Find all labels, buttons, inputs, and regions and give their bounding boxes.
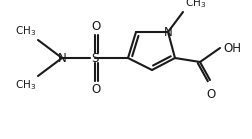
Text: CH$_3$: CH$_3$: [185, 0, 206, 10]
Text: N: N: [164, 25, 172, 39]
Text: S: S: [91, 52, 99, 64]
Text: O: O: [91, 83, 101, 96]
Text: N: N: [58, 52, 66, 64]
Text: O: O: [91, 20, 101, 33]
Text: CH$_3$: CH$_3$: [15, 24, 36, 38]
Text: OH: OH: [223, 42, 241, 54]
Text: CH$_3$: CH$_3$: [15, 78, 36, 92]
Text: O: O: [206, 88, 216, 101]
